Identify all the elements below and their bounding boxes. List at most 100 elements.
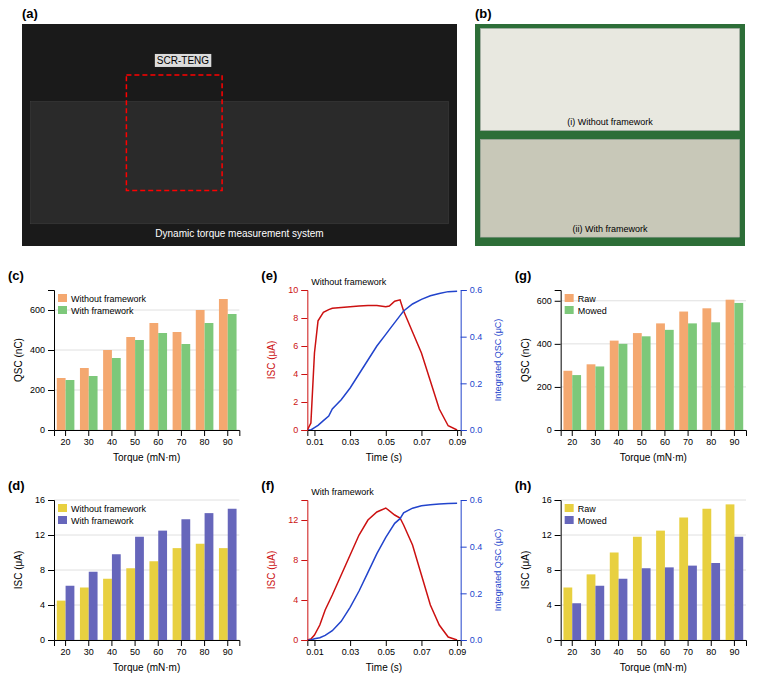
- x-axis-title: Torque (mN·m): [113, 452, 180, 463]
- bar: [80, 368, 89, 430]
- tick-mark: [301, 290, 307, 291]
- bar: [89, 376, 98, 430]
- bar: [688, 566, 697, 640]
- axis-line: [561, 641, 746, 647]
- legend-item: With framework: [58, 516, 134, 526]
- tick-label: 30: [84, 437, 94, 447]
- legend: Without frameworkWith framework: [58, 294, 147, 316]
- tick: 90: [223, 640, 233, 657]
- tick-label: 70: [683, 647, 693, 657]
- tick-mark: [461, 547, 467, 548]
- tick: 40: [107, 640, 117, 657]
- bar-series: [572, 537, 743, 640]
- bar: [587, 364, 596, 430]
- tick-label: 80: [200, 647, 210, 657]
- tick-mark: [457, 430, 458, 436]
- axis-line: [555, 501, 562, 641]
- tick-mark: [301, 640, 307, 641]
- legend-item: With framework: [58, 306, 134, 316]
- bar: [89, 572, 98, 640]
- tick-label: 0.05: [378, 647, 396, 657]
- bar: [149, 323, 158, 430]
- tick: 90: [729, 430, 739, 447]
- tick: 80: [706, 640, 716, 657]
- bar: [103, 350, 112, 430]
- tick: 2: [293, 397, 307, 407]
- bar: [66, 380, 75, 430]
- line: [307, 503, 457, 640]
- line: [307, 508, 457, 640]
- legend-label: With framework: [71, 306, 134, 316]
- panel-label: (g): [515, 268, 532, 283]
- grid-line: [561, 535, 746, 536]
- bar: [219, 299, 228, 430]
- x-axis-title: Torque (mN·m): [620, 662, 687, 673]
- axis: 0481216: [542, 495, 562, 645]
- tick-label: 30: [84, 647, 94, 657]
- tick-label: 12: [35, 530, 45, 540]
- tick-mark: [48, 535, 54, 536]
- tick-mark: [618, 640, 619, 646]
- tick: 20: [61, 640, 71, 657]
- panel-label: (b): [475, 6, 492, 21]
- axis-line: [55, 431, 240, 437]
- tick-label: 4: [293, 369, 298, 379]
- tick-label: 0.0: [470, 635, 483, 645]
- tick: 20: [567, 430, 577, 447]
- bar: [173, 332, 182, 430]
- axis: 0.010.030.050.070.09: [306, 430, 466, 447]
- bar: [66, 586, 75, 640]
- panel-label: (d): [8, 478, 25, 493]
- tick-mark: [158, 640, 159, 646]
- grid: [561, 500, 746, 640]
- legend-item: Without framework: [58, 504, 147, 514]
- bar: [595, 586, 604, 640]
- tick-label: 0: [40, 425, 45, 435]
- tick: 0.09: [449, 430, 467, 447]
- y-axis-title: ISC (μA): [266, 341, 277, 380]
- tick: 90: [729, 640, 739, 657]
- tick-label: 200: [537, 382, 552, 392]
- tick: 30: [84, 640, 94, 657]
- tick: 8: [547, 565, 561, 575]
- tick: 30: [84, 430, 94, 447]
- bar: [610, 341, 619, 430]
- bar: [126, 337, 135, 430]
- tick-label: 20: [61, 647, 71, 657]
- tick-mark: [555, 535, 561, 536]
- bar: [135, 340, 144, 430]
- tick-label: 0: [547, 425, 552, 435]
- bar: [196, 544, 205, 640]
- tick-mark: [664, 640, 665, 646]
- tick: 70: [683, 640, 693, 657]
- tick: 600: [30, 305, 54, 315]
- axis: 0200400600: [30, 291, 55, 436]
- axis-line: [48, 291, 55, 431]
- line-panel: 0.010.030.050.070.0902468100.00.20.40.6T…: [261, 268, 502, 463]
- tick: 0.0: [461, 635, 483, 645]
- tick-mark: [111, 430, 112, 436]
- tick-label: 8: [40, 565, 45, 575]
- tick: 12: [542, 530, 561, 540]
- tick: 4: [40, 600, 54, 610]
- tick-mark: [618, 430, 619, 436]
- tick-label: 0.6: [470, 285, 483, 295]
- tick-mark: [48, 430, 54, 431]
- tick-label: 50: [637, 647, 647, 657]
- tick-mark: [688, 430, 689, 436]
- bar: [679, 518, 688, 641]
- bar: [610, 553, 619, 641]
- tick-mark: [555, 500, 561, 501]
- legend-swatch: [58, 504, 67, 512]
- tick: 10: [288, 285, 307, 295]
- tick: 0.4: [461, 332, 483, 342]
- bar: [688, 323, 697, 430]
- bar: [126, 568, 135, 640]
- panel-label: (f): [261, 478, 274, 493]
- photo-panel: (b)(i) Without framework(ii) With framew…: [475, 6, 745, 246]
- lines: [307, 291, 457, 430]
- tick-label: 12: [288, 515, 298, 525]
- annotation-background: [155, 54, 211, 67]
- tick-label: 0.6: [470, 495, 483, 505]
- tick-label: 60: [660, 437, 670, 447]
